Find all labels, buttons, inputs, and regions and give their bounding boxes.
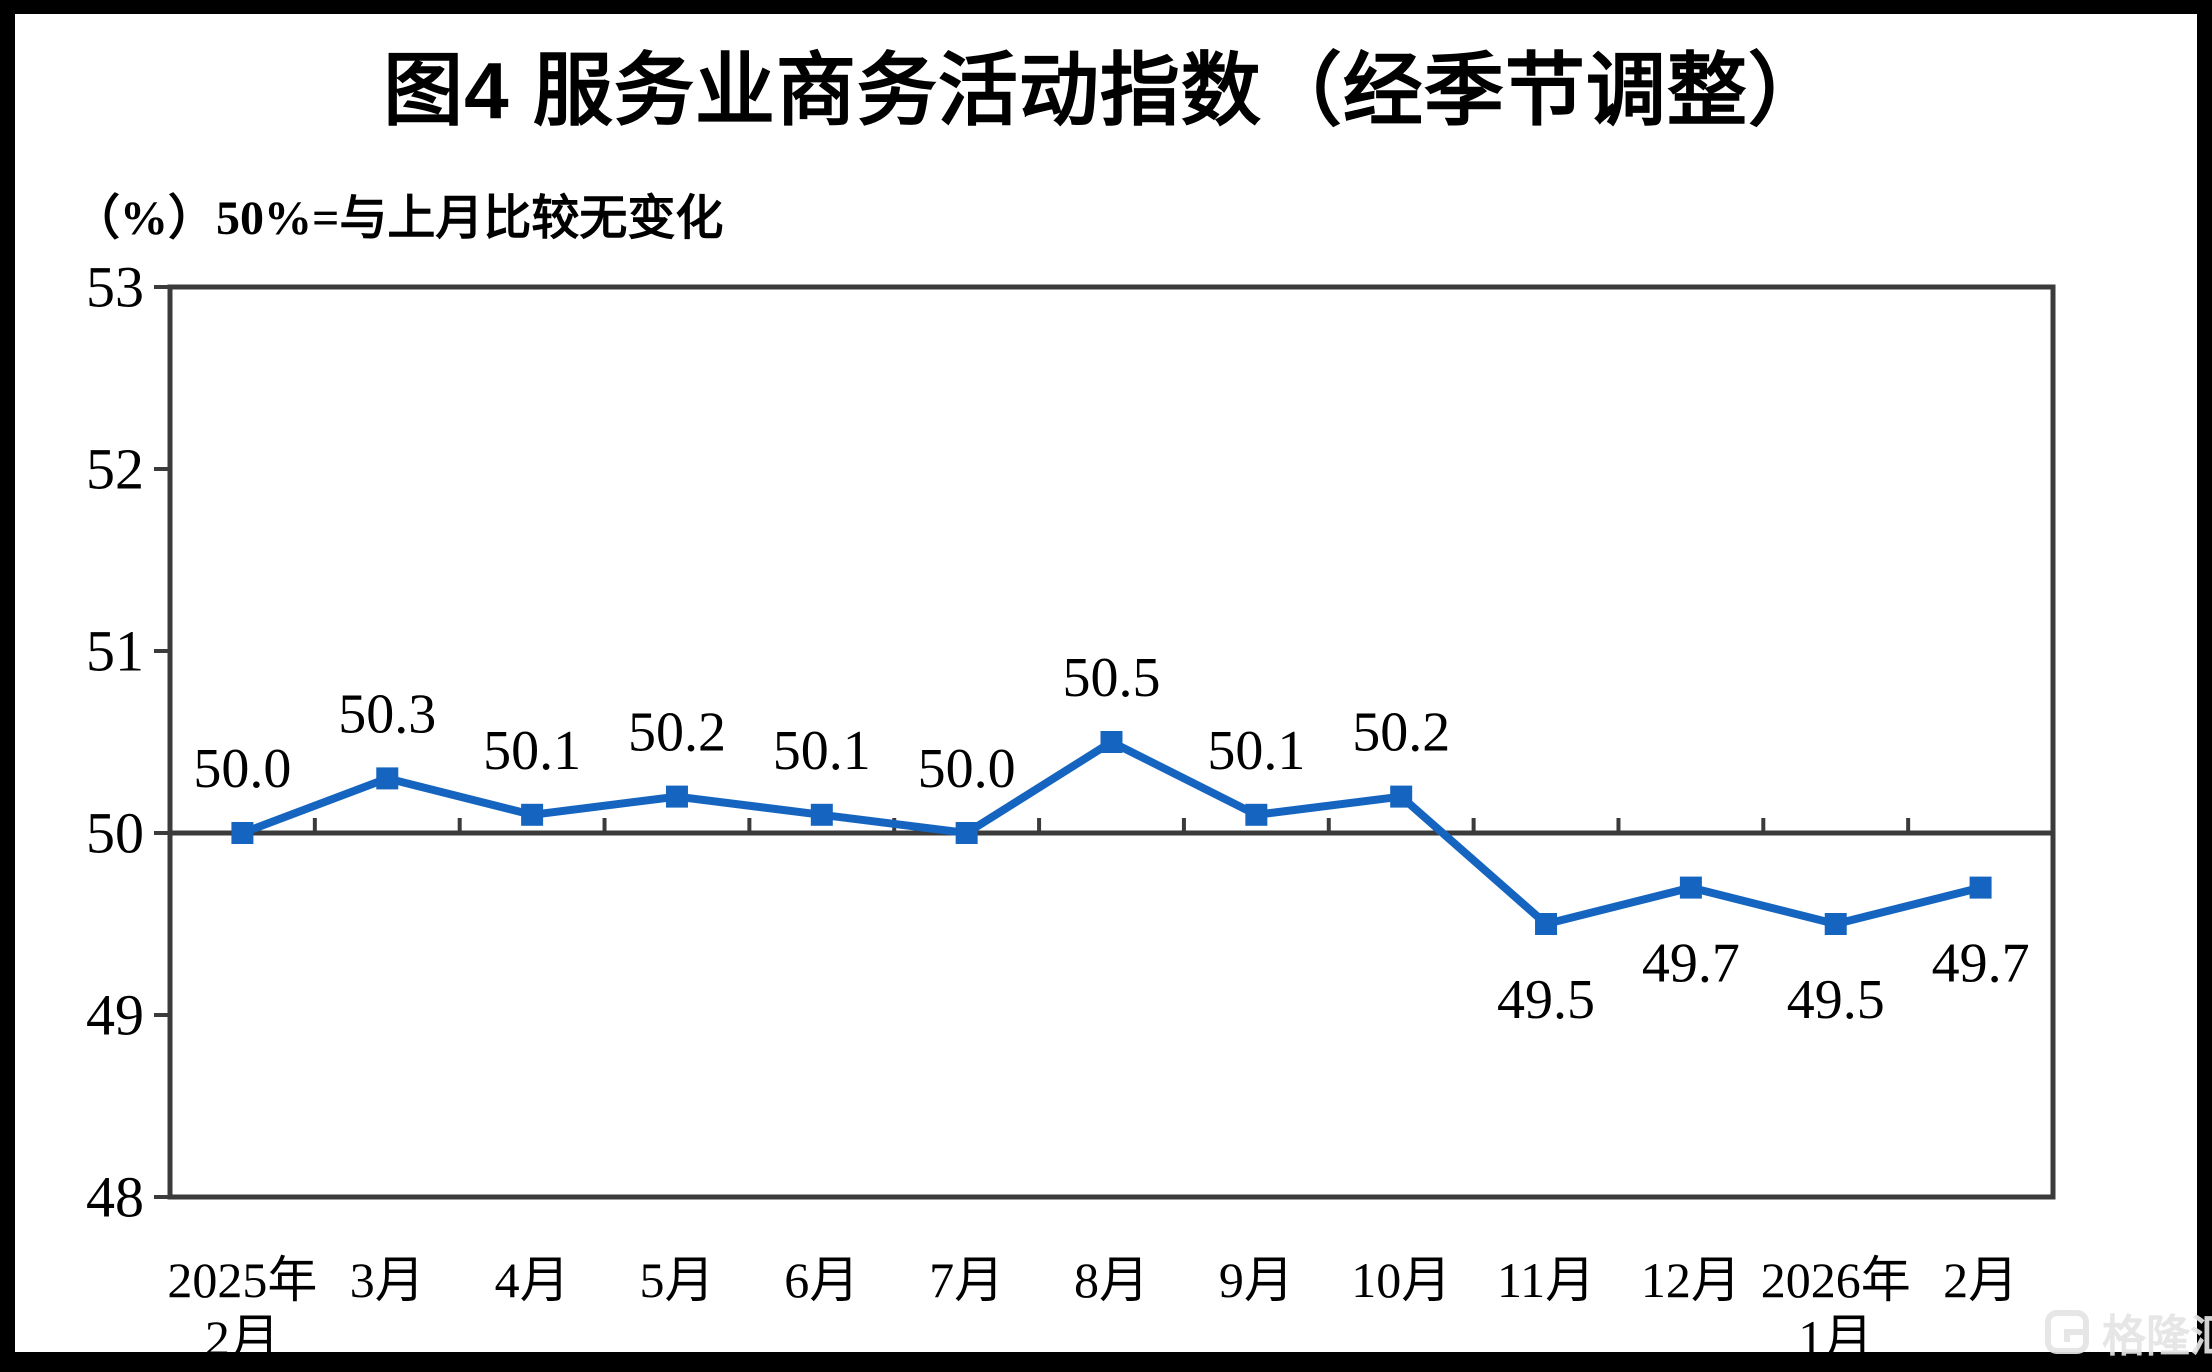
- data-point-marker: [1535, 913, 1558, 935]
- x-axis-label: 10月: [1351, 1252, 1451, 1308]
- data-point-marker: [1245, 803, 1268, 826]
- watermark-text: 格隆汇: [2102, 1312, 2212, 1361]
- data-point-marker: [376, 767, 399, 790]
- data-point-marker: [1824, 913, 1847, 935]
- x-axis-label: 9月: [1219, 1252, 1294, 1308]
- chart-title: 图4 服务业商务活动指数（经季节调整）: [383, 46, 1829, 135]
- gelonghui-logo-icon: [2044, 1309, 2090, 1355]
- data-label: 50.1: [483, 720, 581, 782]
- y-axis-label: 52: [86, 437, 144, 502]
- data-point-marker: [231, 822, 254, 844]
- x-axis-label: 2月: [205, 1310, 280, 1366]
- data-point-marker: [810, 803, 833, 826]
- y-axis-label: 51: [86, 619, 144, 684]
- figure-canvas: [15, 14, 2197, 1352]
- x-axis-label: 4月: [495, 1252, 570, 1308]
- y-axis-label: 53: [86, 255, 144, 320]
- x-axis-label: 2025年: [167, 1252, 317, 1308]
- data-point-marker: [955, 822, 978, 844]
- y-axis-label: 49: [86, 983, 144, 1048]
- data-label: 50.3: [338, 683, 436, 745]
- y-axis-label: 50: [86, 801, 144, 866]
- y-axis-label: 48: [86, 1165, 144, 1230]
- x-axis-label: 2026年: [1761, 1252, 1911, 1308]
- data-label: 50.5: [1063, 647, 1161, 709]
- x-axis-label: 6月: [784, 1252, 859, 1308]
- data-label: 49.5: [1787, 969, 1885, 1031]
- data-point-marker: [1390, 785, 1413, 808]
- data-point-marker: [1679, 876, 1702, 899]
- chart-subtitle: （%）50%=与上月比较无变化: [72, 192, 724, 245]
- data-label: 50.2: [1352, 702, 1450, 764]
- x-axis-label: 3月: [350, 1252, 425, 1308]
- x-axis-label: 11月: [1497, 1252, 1595, 1308]
- plot-border: [167, 284, 2056, 1200]
- data-label: 49.7: [1932, 933, 2030, 995]
- data-label: 50.0: [918, 738, 1016, 800]
- x-axis-label: 7月: [929, 1252, 1004, 1308]
- data-label: 50.0: [193, 738, 291, 800]
- data-label: 50.1: [773, 720, 871, 782]
- x-axis-label: 8月: [1074, 1252, 1149, 1308]
- x-axis-label: 5月: [639, 1252, 714, 1308]
- data-label: 50.1: [1207, 720, 1305, 782]
- data-point-marker: [1100, 731, 1123, 753]
- x-axis-label: 12月: [1641, 1252, 1741, 1308]
- data-point-marker: [1969, 876, 1992, 899]
- x-axis-label: 2月: [1943, 1252, 2018, 1308]
- data-point-marker: [521, 803, 544, 826]
- data-point-marker: [665, 785, 688, 808]
- watermark-gelonghui: 格隆汇: [2044, 1300, 2212, 1364]
- data-label: 49.7: [1642, 933, 1740, 995]
- data-label: 49.5: [1497, 969, 1595, 1031]
- x-axis-label: 1月: [1798, 1310, 1873, 1366]
- data-label: 50.2: [628, 702, 726, 764]
